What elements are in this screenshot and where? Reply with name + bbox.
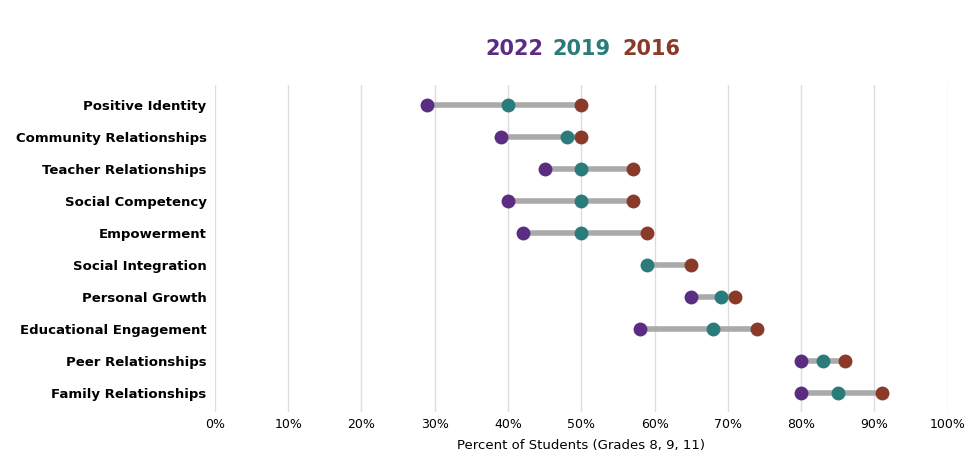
Text: 2019: 2019	[552, 39, 611, 59]
Text: 2022: 2022	[485, 39, 543, 59]
Point	[684, 261, 700, 269]
Point	[837, 357, 853, 365]
Point	[573, 197, 589, 205]
Point	[640, 229, 656, 237]
Point	[793, 389, 809, 397]
Point	[500, 101, 516, 109]
Point	[573, 165, 589, 173]
Point	[749, 325, 765, 333]
Point	[420, 101, 436, 109]
Point	[684, 293, 700, 301]
Point	[727, 293, 743, 301]
Point	[537, 165, 553, 173]
Point	[573, 133, 589, 140]
Point	[874, 389, 890, 397]
Point	[829, 389, 845, 397]
Text: 2016: 2016	[622, 39, 680, 59]
Point	[793, 357, 809, 365]
X-axis label: Percent of Students (Grades 8, 9, 11): Percent of Students (Grades 8, 9, 11)	[457, 439, 705, 452]
Point	[712, 293, 728, 301]
Point	[515, 229, 531, 237]
Point	[625, 197, 641, 205]
Point	[632, 325, 648, 333]
Point	[559, 133, 574, 140]
Point	[625, 165, 641, 173]
Point	[500, 197, 516, 205]
Point	[815, 357, 830, 365]
Point	[640, 261, 656, 269]
Point	[573, 229, 589, 237]
Point	[705, 325, 721, 333]
Point	[493, 133, 509, 140]
Point	[573, 101, 589, 109]
